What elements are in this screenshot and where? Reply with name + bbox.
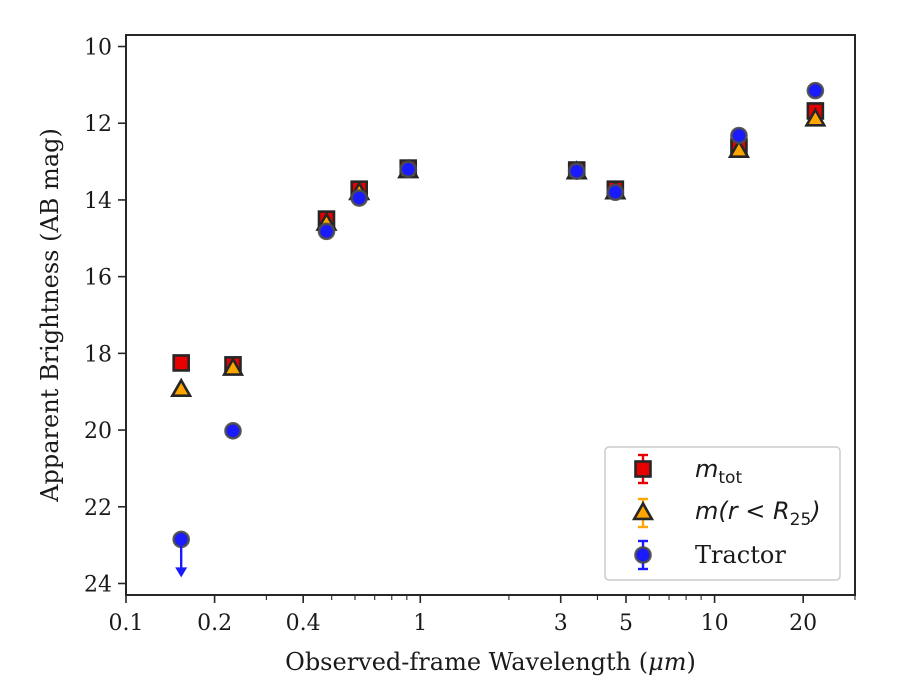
y-tick-label: 10 xyxy=(84,36,112,61)
y-axis-label: Apparent Brightness (AB mag) xyxy=(36,128,64,503)
y-tick-label: 14 xyxy=(84,189,112,214)
y-tick-label: 18 xyxy=(84,342,112,367)
legend-marker-mtot xyxy=(634,460,652,478)
series-tractor xyxy=(172,81,825,578)
legend-entry-tractor: Tractor xyxy=(695,541,786,569)
legend-entry-mr25: m(r < R25) xyxy=(695,497,821,530)
x-tick-label: 10 xyxy=(701,611,729,636)
legend: mtot m(r < R25) Tractor xyxy=(604,446,841,581)
x-tick-label: 0.1 xyxy=(109,611,144,636)
x-tick-label: 3 xyxy=(554,611,568,636)
y-tick-label: 12 xyxy=(84,112,112,137)
y-tick-label: 24 xyxy=(84,572,112,597)
y-tick-label: 20 xyxy=(84,419,112,444)
x-tick-label: 1 xyxy=(413,611,427,636)
axes-ticks: 0.1 0.2 0.4 1 3 5 10 20 10 12 14 16 18 20 22 24 xyxy=(84,36,856,636)
y-tick-label: 16 xyxy=(84,266,112,291)
x-tick-label: 20 xyxy=(789,611,817,636)
x-axis-label: Observed-frame Wavelength (μm) xyxy=(285,648,696,676)
x-tick-label: 0.2 xyxy=(197,611,232,636)
x-tick-label: 0.4 xyxy=(286,611,321,636)
y-tick-label: 22 xyxy=(84,496,112,521)
legend-marker-mr25 xyxy=(631,500,655,521)
axes-frame xyxy=(125,34,856,596)
legend-box xyxy=(604,446,841,581)
legend-handles xyxy=(631,453,655,571)
legend-marker-tractor xyxy=(634,546,652,564)
upper-limit-arrow-head xyxy=(175,567,188,578)
data-markers xyxy=(170,81,827,578)
x-tick-label: 5 xyxy=(619,611,633,636)
legend-entry-mtot: mtot xyxy=(695,455,742,488)
